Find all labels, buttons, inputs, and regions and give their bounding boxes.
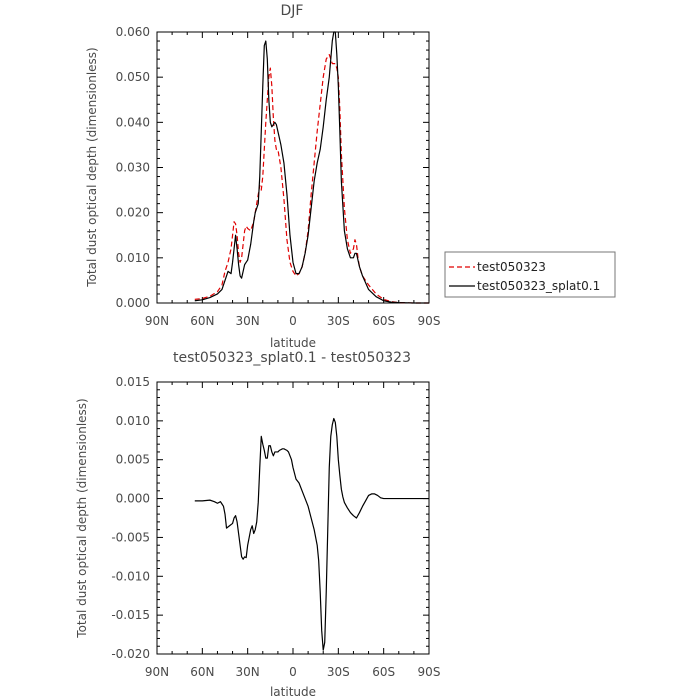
bottom-y-tick-label: -0.015 [111, 608, 150, 622]
top-y-tick-label: 0.040 [116, 115, 150, 129]
top-series-line-test050323-splat0-1 [194, 31, 429, 304]
legend-label-test050323: test050323 [477, 260, 546, 274]
bottom-y-tick-label: -0.010 [111, 569, 150, 583]
top-y-axis-title: Total dust optical depth (dimensionless) [85, 47, 99, 287]
top-chart-title: DJF [281, 3, 304, 19]
bottom-y-axis-title: Total dust optical depth (dimensionless) [75, 398, 89, 638]
bottom-y-tick-label: 0.010 [116, 414, 150, 428]
top-x-tick-label: 30N [236, 314, 260, 328]
top-x-tick-label: 90N [145, 314, 169, 328]
top-x-tick-label: 60N [190, 314, 214, 328]
top-y-tick-label: 0.030 [116, 161, 150, 175]
bottom-y-tick-label: -0.005 [111, 530, 150, 544]
top-y-tick-label: 0.020 [116, 206, 150, 220]
top-x-tick-label: 30S [327, 314, 350, 328]
bottom-x-tick-label: 90N [145, 665, 169, 679]
top-y-tick-label: 0.060 [116, 25, 150, 39]
bottom-y-tick-label: 0.015 [116, 375, 150, 389]
bottom-series-line-difference [194, 417, 429, 651]
bottom-x-tick-label: 60S [372, 665, 395, 679]
top-series-line-test050323 [194, 53, 429, 304]
top-y-tick-label: 0.010 [116, 251, 150, 265]
legend-label-splat: test050323_splat0.1 [477, 279, 600, 293]
top-panel: DJF 90N 60N 30N 0 30S 60S 90S 0.000 0.010 0.020 0.… [85, 3, 440, 350]
legend: test050323 test050323_splat0.1 [444, 251, 616, 298]
top-y-tick-label: 0.000 [116, 296, 150, 310]
bottom-x-tick-label: 60N [190, 665, 214, 679]
top-y-tick-label: 0.050 [116, 70, 150, 84]
bottom-x-tick-label: 30N [236, 665, 260, 679]
bottom-y-tick-label: 0.000 [116, 492, 150, 506]
top-series-lines [194, 31, 429, 304]
legend-box [444, 251, 616, 298]
bottom-x-tick-label: 0 [289, 665, 297, 679]
top-axis-ticks: 90N 60N 30N 0 30S 60S 90S 0.000 0.010 0.020 0.030 0… [116, 25, 441, 328]
top-x-axis-title: latitude [270, 336, 316, 350]
bottom-x-axis-title: latitude [270, 685, 316, 699]
bottom-series-lines [194, 417, 429, 651]
bottom-x-tick-label: 90S [418, 665, 441, 679]
bottom-axis-ticks: 90N 60N 30N 0 30S 60S 90S -0.020 -0.015 -0.010 -0.… [111, 375, 440, 679]
bottom-y-tick-label: 0.005 [116, 453, 150, 467]
top-x-tick-label: 0 [289, 314, 297, 328]
bottom-plot-frame [156, 381, 430, 655]
bottom-chart-title: test050323_splat0.1 - test050323 [173, 350, 411, 366]
bottom-x-tick-label: 30S [327, 665, 350, 679]
top-x-tick-label: 60S [372, 314, 395, 328]
bottom-y-tick-label: -0.020 [111, 647, 150, 661]
top-x-tick-label: 90S [418, 314, 441, 328]
bottom-panel: test050323_splat0.1 - test050323 90N 60N 3… [75, 350, 440, 699]
